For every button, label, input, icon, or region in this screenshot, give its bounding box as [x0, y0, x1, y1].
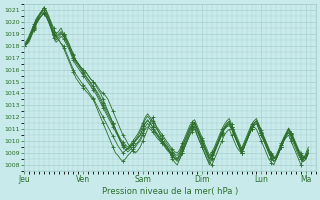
- X-axis label: Pression niveau de la mer( hPa ): Pression niveau de la mer( hPa ): [102, 187, 238, 196]
